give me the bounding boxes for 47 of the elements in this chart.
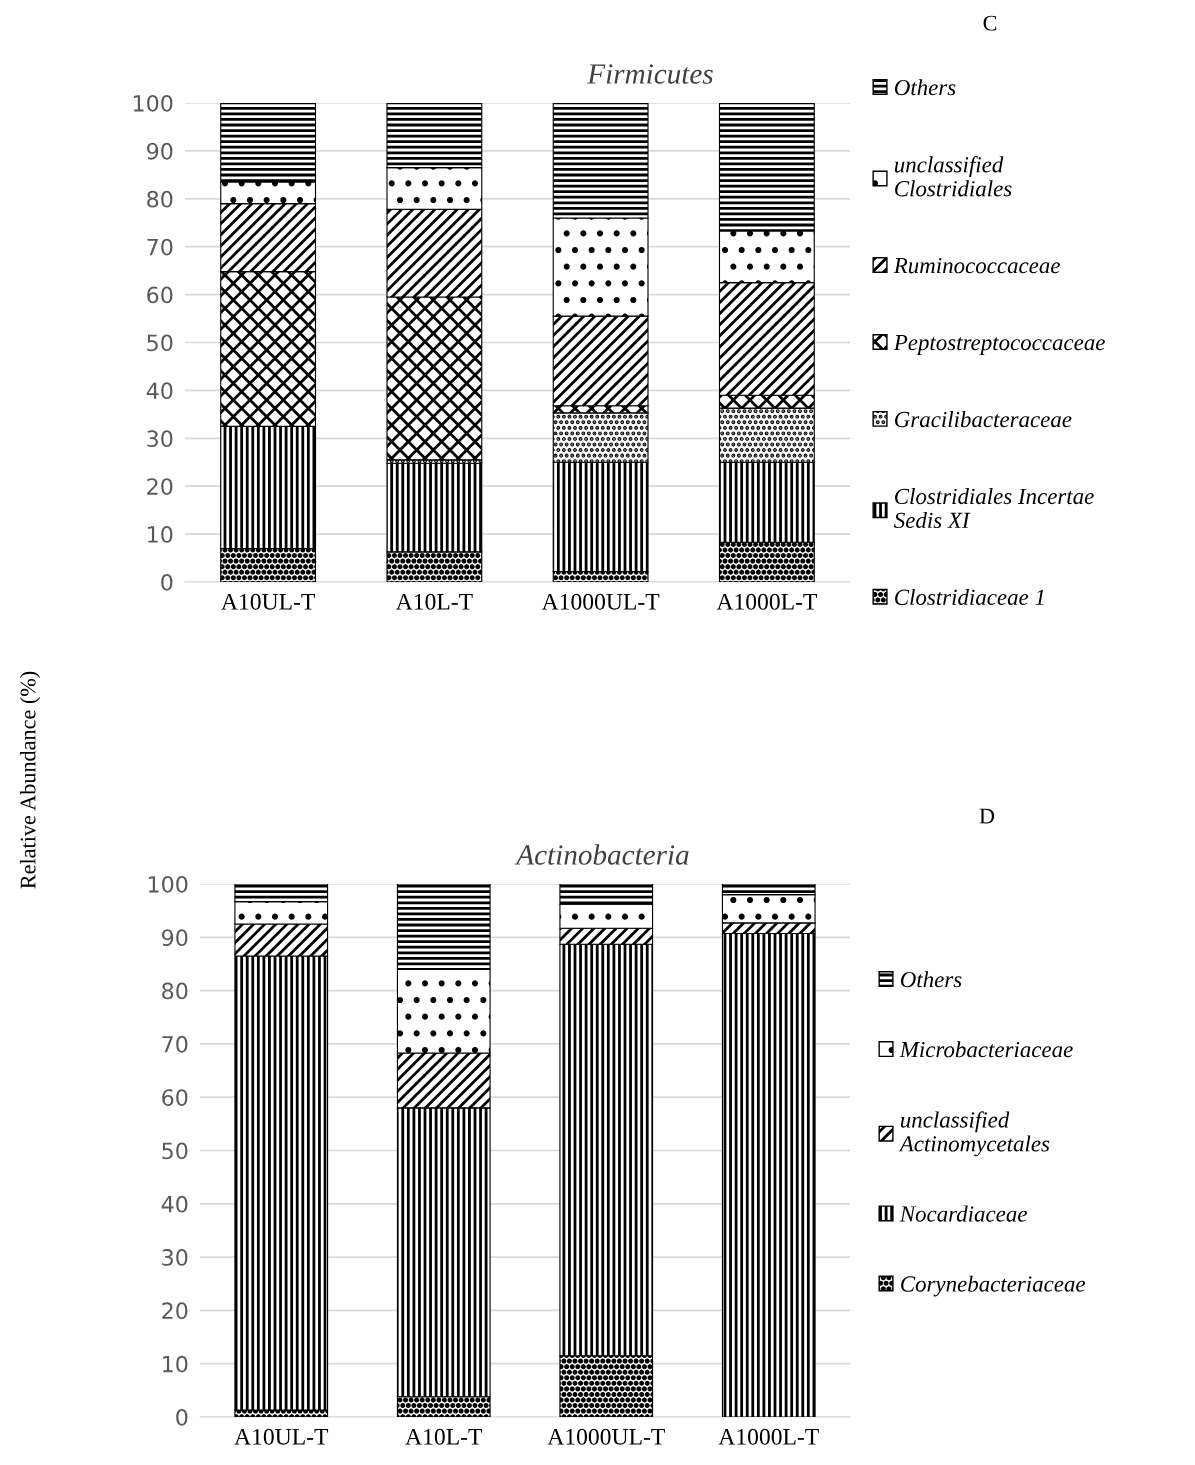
y-axis-title: Relative Abundance (%) bbox=[19, 671, 41, 889]
y-tick-label: 100 bbox=[148, 875, 188, 893]
text: D bbox=[979, 808, 995, 824]
y-tick-label: 60 bbox=[147, 286, 173, 304]
y-tick-label: 40 bbox=[161, 1195, 188, 1213]
y-tick-label: 10 bbox=[163, 1355, 188, 1373]
legend-label: Clostridiaceae 1 bbox=[895, 588, 1044, 606]
y-tick-label: 30 bbox=[147, 430, 173, 448]
legend-label: unclassified Actinomycetales bbox=[898, 1111, 1050, 1157]
legend-label: Clostridiales Incertae Sedis XI bbox=[894, 488, 1094, 529]
chart-title: Actinobacteria bbox=[514, 844, 689, 865]
legend-label: unclassified Clostridiales bbox=[894, 156, 1012, 197]
x-tick-label: A1000L-T bbox=[716, 593, 817, 610]
text: C bbox=[983, 15, 997, 31]
y-tick-label: 40 bbox=[146, 382, 173, 400]
y-tick-label: 0 bbox=[161, 573, 173, 591]
legend-label: Others bbox=[900, 971, 962, 988]
x-tick-label: A10UL-T bbox=[221, 593, 315, 610]
y-tick-label: 80 bbox=[147, 190, 173, 208]
y-tick-label: 20 bbox=[162, 1302, 188, 1320]
legend-label: Corynebacteriaceae bbox=[901, 1275, 1086, 1297]
y-tick-label: 60 bbox=[162, 1089, 188, 1106]
y-tick-label: 70 bbox=[162, 1035, 188, 1053]
chart-title: Firmicutes bbox=[587, 64, 713, 84]
y-tick-label: 70 bbox=[147, 238, 173, 256]
x-tick-label: A10L-T bbox=[395, 593, 473, 610]
legend-label: Gracilibacteraceae bbox=[895, 411, 1072, 428]
legend-label: Ruminococcaceae bbox=[893, 257, 1060, 274]
x-tick-label: A10UL-T bbox=[234, 1428, 329, 1445]
y-tick-label: 0 bbox=[176, 1408, 188, 1426]
y-tick-label: 80 bbox=[162, 982, 188, 1000]
x-tick-label: A1000L-T bbox=[718, 1428, 819, 1445]
y-tick-label: 20 bbox=[147, 478, 173, 495]
x-tick-label: A10L-T bbox=[405, 1428, 483, 1445]
y-tick-label: 100 bbox=[133, 94, 173, 112]
y-tick-label: 50 bbox=[147, 334, 173, 352]
y-tick-label: 90 bbox=[147, 142, 173, 160]
y-tick-label: 50 bbox=[162, 1142, 188, 1160]
y-tick-label: 10 bbox=[148, 526, 173, 543]
y-tick-label: 30 bbox=[162, 1249, 188, 1266]
legend-label: Others bbox=[894, 79, 956, 96]
legend-label: Microbacteriaceae bbox=[899, 1041, 1073, 1058]
y-tick-label: 90 bbox=[162, 929, 188, 947]
legend-label: Nocardiaceae bbox=[899, 1205, 1027, 1222]
legend-label: Peptostreptococcaceae bbox=[893, 335, 1105, 355]
x-tick-label: A1000UL-T bbox=[547, 1428, 665, 1445]
x-tick-label: A1000UL-T bbox=[541, 593, 660, 610]
